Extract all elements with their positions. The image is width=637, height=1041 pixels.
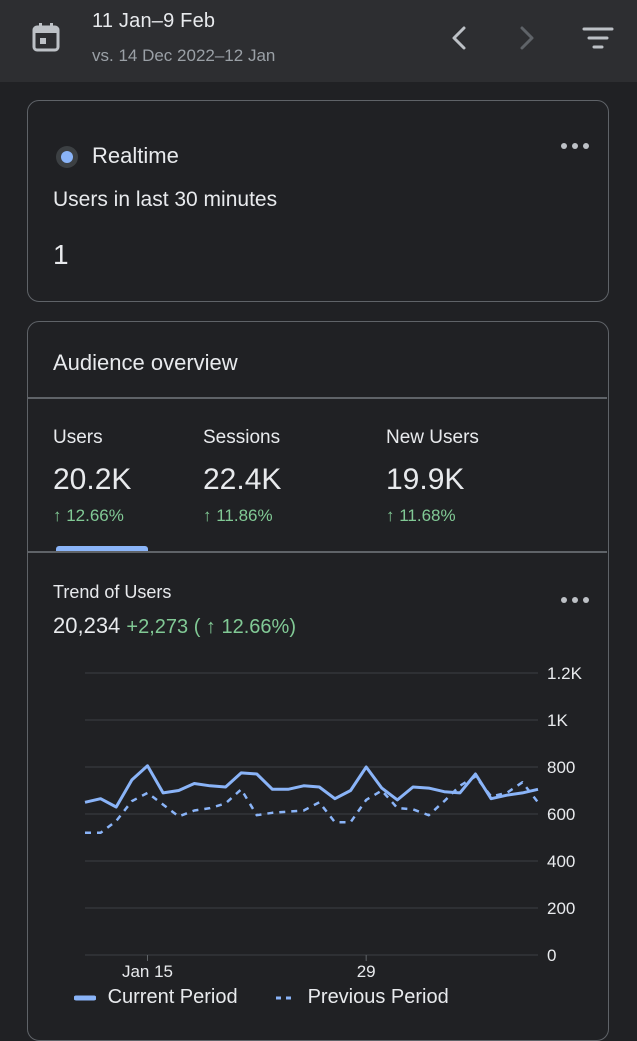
legend-label: Previous Period bbox=[307, 986, 449, 1008]
y-tick-label: 200 bbox=[547, 899, 575, 918]
more-options-icon[interactable] bbox=[561, 593, 591, 607]
selected-tab-indicator bbox=[56, 546, 148, 551]
date-range-bar: 11 Jan–9 Feb vs. 14 Dec 2022–12 Jan bbox=[0, 0, 637, 82]
metric-label: New Users bbox=[386, 427, 479, 448]
calendar-icon[interactable] bbox=[32, 22, 60, 52]
filter-icon[interactable] bbox=[582, 25, 614, 51]
y-tick-label: 600 bbox=[547, 805, 575, 824]
y-tick-label: 1K bbox=[547, 711, 568, 730]
legend-dashed-line-icon bbox=[276, 996, 294, 1000]
divider bbox=[28, 397, 607, 399]
metric-tab-users[interactable]: Users 20.2K ↑ 12.66% bbox=[53, 427, 131, 526]
date-range-label[interactable]: 11 Jan–9 Feb bbox=[92, 10, 216, 32]
metric-value: 22.4K bbox=[203, 463, 282, 496]
trend-summary: 20,234 +2,273 ( ↑ 12.66%) bbox=[53, 613, 296, 639]
legend-label: Current Period bbox=[107, 986, 238, 1008]
series-line-current-period bbox=[84, 764, 539, 809]
metric-tab-new-users[interactable]: New Users 19.9K ↑ 11.68% bbox=[386, 427, 479, 526]
chevron-right-icon[interactable] bbox=[510, 22, 542, 54]
series-line-previous-period bbox=[85, 775, 539, 835]
chevron-left-icon[interactable] bbox=[444, 22, 476, 54]
legend-item-previous[interactable]: Previous Period bbox=[274, 986, 449, 1009]
compare-range-label: vs. 14 Dec 2022–12 Jan bbox=[92, 46, 276, 65]
x-tick-label: Jan 15 bbox=[122, 962, 173, 981]
metric-change: ↑ 11.68% bbox=[386, 506, 456, 525]
divider bbox=[28, 551, 607, 553]
metric-label: Sessions bbox=[203, 427, 281, 448]
y-tick-label: 800 bbox=[547, 758, 575, 777]
metric-label: Users bbox=[53, 427, 103, 448]
legend-item-current[interactable]: Current Period bbox=[73, 986, 238, 1009]
y-tick-label: 400 bbox=[547, 852, 575, 871]
metric-value: 20.2K bbox=[53, 463, 132, 496]
metric-value: 19.9K bbox=[386, 463, 465, 496]
audience-overview-card: Audience overview Users 20.2K ↑ 12.66% S… bbox=[27, 321, 609, 1041]
trend-delta: +2,273 ( ↑ 12.66%) bbox=[126, 616, 296, 638]
legend-solid-line-icon bbox=[73, 995, 97, 1001]
realtime-card[interactable]: Realtime Users in last 30 minutes 1 bbox=[27, 100, 609, 302]
realtime-label: Realtime bbox=[92, 143, 179, 168]
x-tick-label: 29 bbox=[357, 962, 376, 981]
y-tick-label: 0 bbox=[547, 946, 556, 965]
more-options-icon[interactable] bbox=[561, 139, 591, 153]
realtime-user-count: 1 bbox=[53, 239, 69, 270]
realtime-indicator-icon bbox=[56, 146, 78, 168]
metric-change: ↑ 11.86% bbox=[203, 506, 273, 525]
metric-tab-sessions[interactable]: Sessions 22.4K ↑ 11.86% bbox=[203, 427, 281, 526]
trend-title: Trend of Users bbox=[53, 582, 172, 602]
realtime-subtitle: Users in last 30 minutes bbox=[53, 188, 278, 211]
trend-total: 20,234 bbox=[53, 613, 121, 638]
y-tick-label: 1.2K bbox=[547, 664, 583, 683]
metric-change: ↑ 12.66% bbox=[53, 506, 124, 525]
audience-overview-title: Audience overview bbox=[53, 350, 238, 375]
